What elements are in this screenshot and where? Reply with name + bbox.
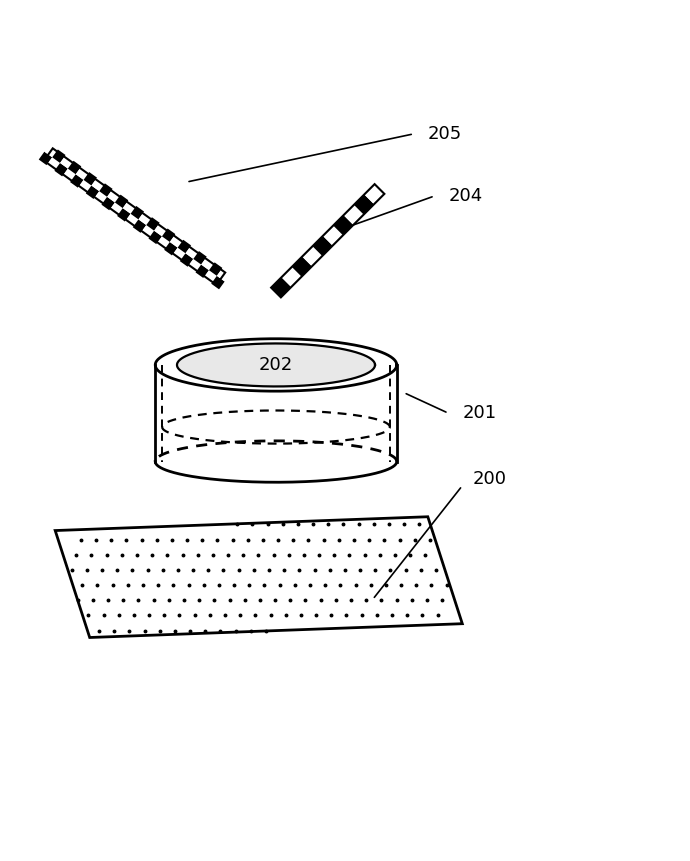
Polygon shape	[44, 144, 58, 158]
Text: 205: 205	[428, 125, 462, 143]
Polygon shape	[201, 257, 215, 270]
Polygon shape	[125, 214, 139, 227]
Polygon shape	[271, 184, 384, 297]
Polygon shape	[117, 208, 130, 221]
Polygon shape	[186, 245, 199, 259]
Polygon shape	[344, 205, 364, 225]
Polygon shape	[157, 236, 170, 250]
Polygon shape	[91, 177, 105, 191]
Polygon shape	[162, 228, 175, 242]
Polygon shape	[313, 236, 333, 256]
Polygon shape	[44, 148, 225, 285]
Polygon shape	[78, 180, 91, 194]
Text: 200: 200	[473, 470, 506, 488]
Polygon shape	[292, 257, 312, 276]
Polygon shape	[177, 240, 191, 253]
Polygon shape	[172, 248, 186, 261]
Polygon shape	[94, 191, 107, 205]
Polygon shape	[62, 169, 76, 182]
Polygon shape	[204, 270, 217, 283]
Polygon shape	[132, 220, 146, 232]
Polygon shape	[47, 158, 60, 170]
Polygon shape	[109, 202, 123, 216]
Polygon shape	[107, 189, 121, 202]
Polygon shape	[193, 251, 207, 264]
Text: 204: 204	[448, 187, 483, 205]
Polygon shape	[271, 277, 291, 297]
Polygon shape	[188, 259, 201, 272]
Polygon shape	[70, 174, 83, 188]
Polygon shape	[39, 152, 52, 165]
Polygon shape	[302, 246, 322, 266]
Polygon shape	[123, 201, 136, 214]
Polygon shape	[364, 184, 384, 204]
Polygon shape	[180, 253, 193, 267]
Polygon shape	[141, 225, 154, 238]
Polygon shape	[323, 226, 343, 245]
Polygon shape	[209, 263, 222, 276]
Polygon shape	[333, 215, 353, 235]
Polygon shape	[76, 166, 89, 180]
Polygon shape	[68, 161, 81, 174]
Text: 201: 201	[462, 405, 496, 422]
Polygon shape	[83, 172, 97, 185]
Polygon shape	[86, 185, 99, 199]
Polygon shape	[60, 155, 74, 169]
Polygon shape	[52, 150, 66, 163]
Polygon shape	[354, 195, 374, 214]
Polygon shape	[55, 517, 462, 637]
Polygon shape	[170, 234, 184, 248]
Polygon shape	[282, 267, 302, 287]
Polygon shape	[55, 163, 68, 177]
Polygon shape	[148, 231, 162, 245]
Polygon shape	[146, 217, 160, 231]
Polygon shape	[154, 223, 168, 236]
Polygon shape	[101, 197, 115, 210]
Polygon shape	[217, 268, 230, 282]
Polygon shape	[177, 344, 375, 387]
Polygon shape	[130, 206, 144, 220]
Polygon shape	[211, 276, 225, 289]
Polygon shape	[195, 264, 209, 278]
Polygon shape	[99, 183, 112, 197]
Text: 202: 202	[259, 356, 293, 374]
Polygon shape	[164, 242, 177, 256]
Polygon shape	[115, 195, 128, 208]
Polygon shape	[139, 212, 152, 225]
